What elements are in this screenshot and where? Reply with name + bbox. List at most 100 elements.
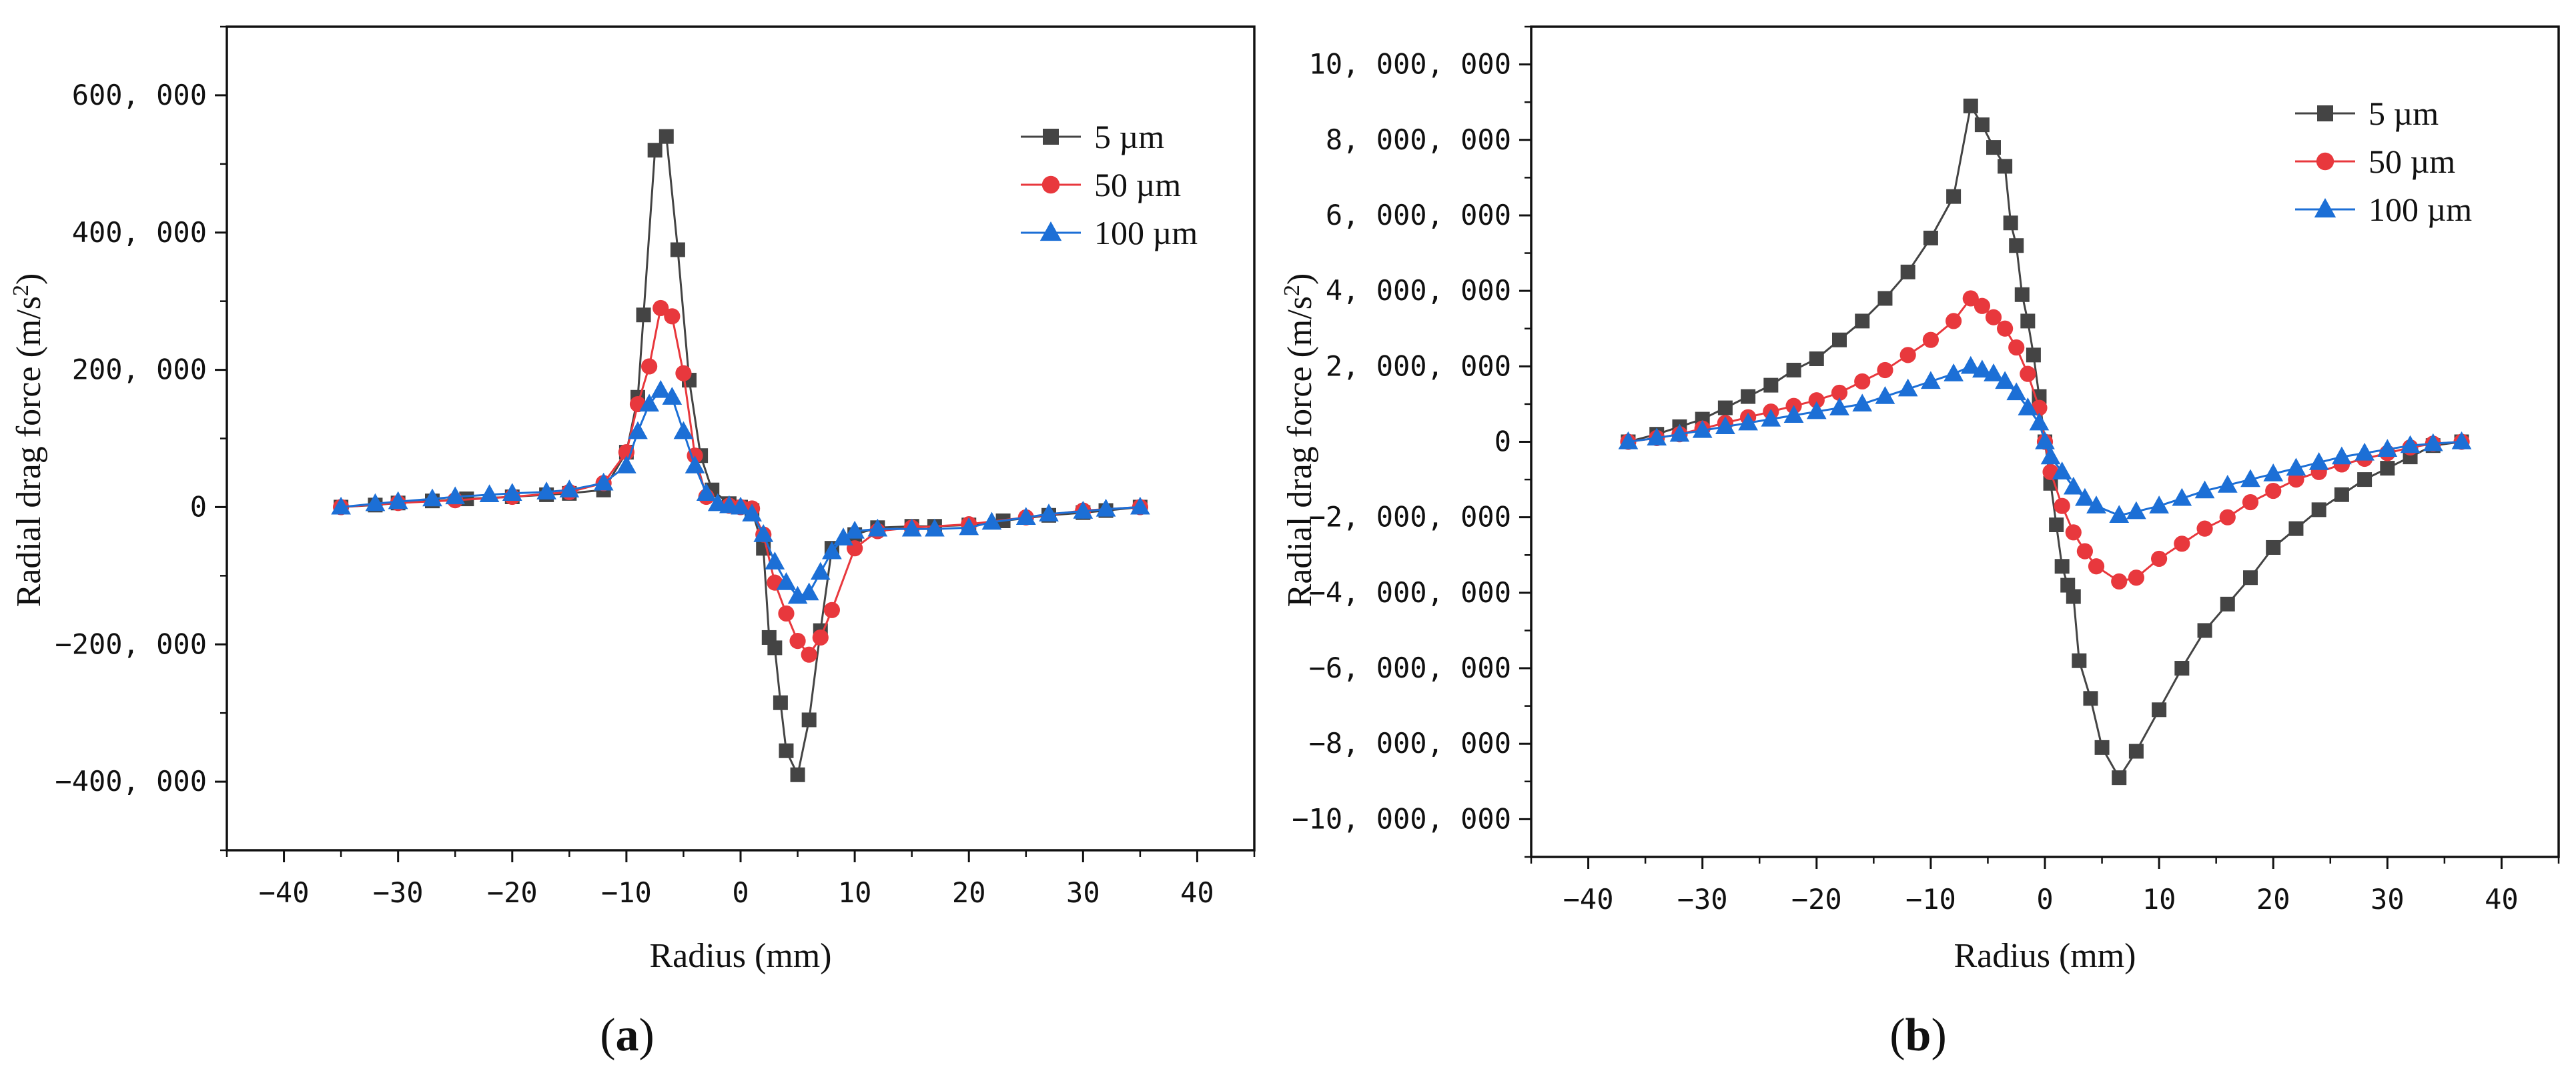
legend-label-a-1: 50 µm: [1094, 166, 1181, 203]
data-point-a-0: [636, 307, 651, 323]
data-point-b-2: [1715, 416, 1735, 435]
legend-label-b-0: 5 µm: [2369, 95, 2439, 132]
y-axis-title-b: Radial drag force (m/s2): [1280, 273, 1320, 608]
data-point-b-0: [2112, 770, 2127, 786]
data-point-a-2: [845, 520, 865, 539]
data-point-a-2: [1015, 507, 1036, 525]
legend-label-b-1: 50 µm: [2369, 143, 2455, 180]
data-point-b-0: [2128, 744, 2144, 759]
data-point-b-2: [1692, 419, 1713, 438]
legend-marker-b-0: [2317, 105, 2333, 121]
data-point-b-2: [1806, 401, 1827, 419]
y-tick-label-a: −200, 000: [55, 628, 207, 660]
data-point-b-0: [2334, 487, 2349, 502]
x-tick-label-a: 0: [732, 876, 749, 909]
data-point-b-0: [2094, 740, 2110, 755]
data-point-b-2: [2451, 431, 2472, 449]
data-point-a-0: [801, 712, 817, 728]
data-point-b-0: [1877, 291, 1893, 306]
data-point-b-0: [1763, 377, 1779, 393]
data-point-b-1: [1899, 347, 1916, 363]
data-point-b-2: [1783, 405, 1804, 423]
x-tick-label-a: 20: [952, 876, 986, 909]
data-point-b-2: [2377, 439, 2398, 457]
data-point-b-2: [1984, 363, 2004, 381]
data-point-b-2: [2035, 431, 2055, 449]
data-point-a-2: [662, 387, 683, 405]
data-point-b-2: [2286, 457, 2306, 476]
panel-label-b-close: ): [1931, 1010, 1946, 1061]
data-point-b-1: [1946, 313, 1962, 329]
data-point-b-0: [2152, 702, 2167, 718]
y-tick-label-b: −6, 000, 000: [1309, 652, 1511, 684]
y-tick-label-b: −4, 000, 000: [1309, 576, 1511, 609]
y-axis-title-a-superscript: 2: [9, 285, 33, 296]
x-axis-title-b: Radius (mm): [1954, 937, 2136, 975]
data-point-a-0: [670, 242, 685, 257]
data-point-b-0: [1998, 159, 2013, 174]
panel-label-a: (a): [600, 1010, 655, 1061]
data-point-a-2: [707, 493, 728, 511]
data-point-b-1: [1877, 361, 1893, 379]
data-point-a-2: [1039, 503, 1059, 521]
data-point-b-0: [2357, 472, 2373, 487]
data-point-a-2: [479, 484, 500, 503]
data-point-b-0: [2003, 215, 2018, 231]
data-point-b-1: [1985, 309, 2002, 325]
chart-panel-b: −40 −30 −20 −10 0 10 20 30 40−10, 000, 000−8, 00…: [1280, 25, 2560, 1061]
axes-a: −40 −30 −20 −10 0 10 20 30 40 −400, 000 −200, 000 0…: [55, 25, 1256, 909]
series-a-2: [331, 379, 1150, 604]
data-point-b-2: [2006, 382, 2027, 401]
plot-area-a: [331, 129, 1150, 782]
data-point-b-1: [1831, 384, 1848, 401]
y-tick-label-a: −400, 000: [55, 765, 207, 798]
data-point-b-2: [2040, 446, 2061, 465]
plot-area-b: [1618, 98, 2472, 786]
x-tick-label-a: −10: [601, 876, 652, 909]
data-point-b-0: [1832, 332, 1847, 347]
data-point-a-2: [822, 541, 842, 560]
data-point-a-2: [628, 421, 648, 439]
data-point-b-1: [2008, 339, 2025, 356]
x-tick-label-a: −40: [259, 876, 310, 909]
data-point-a-2: [422, 488, 442, 507]
data-point-a-2: [981, 511, 1002, 530]
data-point-b-2: [2149, 495, 2169, 513]
data-point-b-2: [2308, 452, 2329, 470]
y-tick-label-b: 6, 000, 000: [1326, 199, 1511, 231]
y-axis-title-b-close: ): [1281, 273, 1319, 285]
data-point-b-1: [2128, 570, 2144, 586]
x-axis-title-a: Radius (mm): [650, 937, 832, 975]
data-point-b-1: [2174, 536, 2190, 552]
data-point-b-2: [1960, 355, 1981, 374]
data-point-a-2: [536, 481, 556, 499]
data-point-a-2: [696, 483, 717, 501]
y-tick-label-b: −10, 000, 000: [1292, 802, 1511, 835]
data-point-a-2: [799, 582, 819, 601]
x-tick-label-b: −40: [1563, 883, 1614, 916]
data-point-b-0: [2220, 596, 2235, 612]
data-point-b-0: [1717, 400, 1733, 415]
legend-item-b-1: 50 µm: [2295, 143, 2455, 180]
data-point-b-1: [2076, 543, 2093, 560]
y-tick-label-a: 400, 000: [72, 216, 207, 249]
legend-label-b-2: 100 µm: [2369, 191, 2472, 228]
y-axis-title-a-main: Radial drag force (m/s: [10, 296, 48, 607]
data-point-a-2: [685, 455, 705, 473]
data-point-b-2: [2217, 474, 2238, 493]
y-tick-label-b: −2, 000, 000: [1309, 501, 1511, 534]
data-point-b-1: [1997, 320, 2014, 337]
data-point-b-1: [2111, 573, 2128, 590]
data-point-b-0: [2066, 589, 2081, 604]
legend-b: 5 µm 50 µm 100 µm: [2295, 95, 2472, 228]
data-point-a-2: [502, 483, 522, 501]
chart-panel-a: −40 −30 −20 −10 0 10 20 30 40 −400, 000 −200, 000 0…: [9, 25, 1256, 1061]
data-point-a-1: [778, 605, 795, 622]
data-point-b-2: [1972, 359, 1992, 378]
data-point-a-0: [779, 743, 794, 758]
data-point-b-2: [2018, 397, 2038, 415]
legend-label-a-0: 5 µm: [1094, 118, 1164, 155]
x-tick-label-b: −10: [1905, 883, 1956, 916]
data-point-a-1: [675, 365, 692, 381]
